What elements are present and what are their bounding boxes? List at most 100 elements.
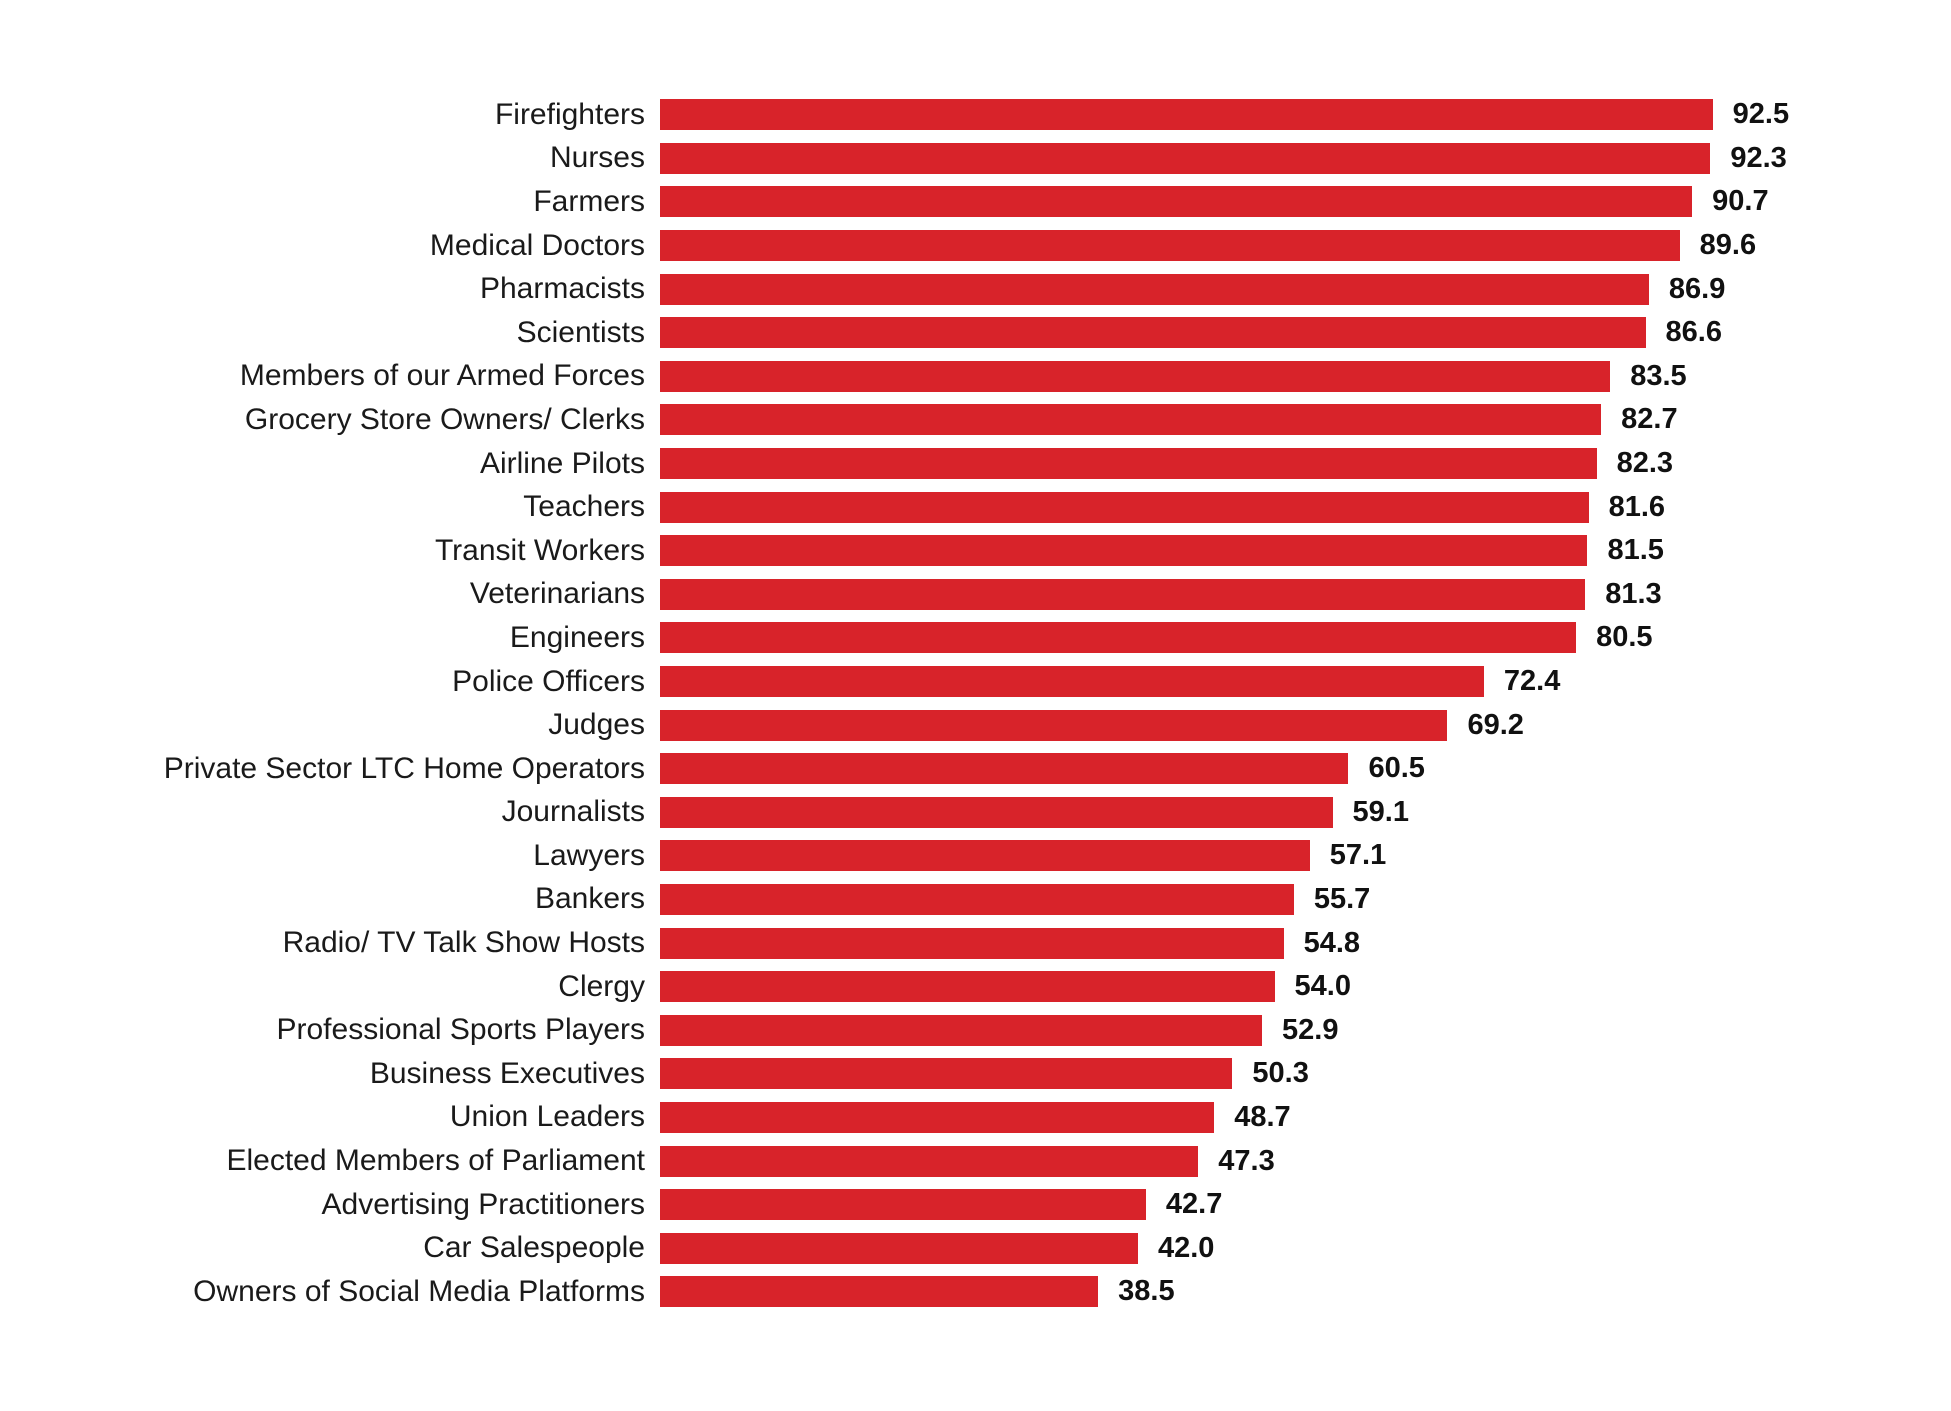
chart-row: Judges 69.2 xyxy=(0,703,1951,747)
value-label: 60.5 xyxy=(1368,752,1425,785)
chart-row: Farmers 90.7 xyxy=(0,180,1951,224)
value-label: 80.5 xyxy=(1596,621,1653,654)
value-label: 82.7 xyxy=(1621,403,1678,436)
bar xyxy=(660,753,1349,785)
bar xyxy=(660,404,1602,436)
category-label: Nurses xyxy=(549,141,645,175)
category-label: Bankers xyxy=(534,882,645,916)
category-label: Airline Pilots xyxy=(479,446,645,480)
chart-row: Medical Doctors 89.6 xyxy=(0,224,1951,268)
category-label: Union Leaders xyxy=(449,1100,645,1134)
bar xyxy=(660,883,1294,915)
category-label: Teachers xyxy=(523,490,645,524)
bar xyxy=(660,273,1649,305)
value-label: 47.3 xyxy=(1218,1144,1275,1177)
bar xyxy=(660,230,1680,262)
category-label: Scientists xyxy=(516,315,645,349)
chart-row: Transit Workers 81.5 xyxy=(0,529,1951,573)
category-label: Pharmacists xyxy=(479,272,645,306)
value-label: 69.2 xyxy=(1467,708,1524,741)
chart-row: Nurses 92.3 xyxy=(0,137,1951,181)
chart-row: Elected Members of Parliament 47.3 xyxy=(0,1139,1951,1183)
bar xyxy=(660,99,1713,131)
value-label: 86.9 xyxy=(1668,272,1726,305)
bar xyxy=(660,1145,1199,1177)
value-label: 92.3 xyxy=(1730,141,1787,174)
chart-row: Veterinarians 81.3 xyxy=(0,573,1951,617)
chart-row: Advertising Practitioners 42.7 xyxy=(0,1183,1951,1227)
bar xyxy=(660,1189,1146,1221)
category-label: Firefighters xyxy=(494,97,645,131)
bar xyxy=(660,491,1589,523)
value-label: 72.4 xyxy=(1503,665,1561,698)
value-label: 81.3 xyxy=(1605,577,1662,610)
category-label: Members of our Armed Forces xyxy=(239,359,645,393)
bar xyxy=(660,709,1448,741)
chart-row: Grocery Store Owners/ Clerks 82.7 xyxy=(0,398,1951,442)
chart-row: Lawyers 57.1 xyxy=(0,834,1951,878)
category-label: Professional Sports Players xyxy=(276,1013,646,1047)
chart-row: Police Officers 72.4 xyxy=(0,660,1951,704)
category-label: Judges xyxy=(548,708,645,742)
category-label: Farmers xyxy=(533,184,645,218)
category-label: Advertising Practitioners xyxy=(321,1187,645,1221)
bar xyxy=(660,1101,1215,1133)
chart-row: Engineers 80.5 xyxy=(0,616,1951,660)
chart-row: Teachers 81.6 xyxy=(0,485,1951,529)
value-label: 59.1 xyxy=(1352,795,1409,828)
chart-row: Bankers 55.7 xyxy=(0,878,1951,922)
chart-row: Clergy 54.0 xyxy=(0,965,1951,1009)
category-label: Police Officers xyxy=(452,664,645,698)
value-label: 81.6 xyxy=(1608,490,1666,523)
value-label: 50.3 xyxy=(1252,1057,1309,1090)
category-label: Medical Doctors xyxy=(429,228,645,262)
chart-row: Union Leaders 48.7 xyxy=(0,1096,1951,1140)
category-label: Veterinarians xyxy=(469,577,645,611)
chart-row: Private Sector LTC Home Operators 60.5 xyxy=(0,747,1951,791)
bar xyxy=(660,186,1693,218)
category-label: Business Executives xyxy=(369,1056,645,1090)
value-label: 54.0 xyxy=(1294,970,1351,1003)
chart-row: Members of our Armed Forces 83.5 xyxy=(0,355,1951,399)
chart-row: Radio/ TV Talk Show Hosts 54.8 xyxy=(0,921,1951,965)
value-label: 42.7 xyxy=(1165,1188,1223,1221)
value-label: 52.9 xyxy=(1282,1013,1339,1046)
bar xyxy=(660,971,1275,1003)
bar xyxy=(660,666,1484,698)
chart-row: Professional Sports Players 52.9 xyxy=(0,1008,1951,1052)
category-label: Elected Members of Parliament xyxy=(226,1144,645,1178)
bar xyxy=(660,1232,1138,1264)
category-label: Owners of Social Media Platforms xyxy=(193,1274,645,1308)
bar xyxy=(660,796,1333,828)
value-label: 86.6 xyxy=(1665,316,1722,349)
category-label: Radio/ TV Talk Show Hosts xyxy=(282,926,645,960)
bar xyxy=(660,1058,1233,1090)
category-label: Journalists xyxy=(501,795,645,829)
category-label: Grocery Store Owners/ Clerks xyxy=(244,402,645,436)
value-label: 57.1 xyxy=(1329,839,1387,872)
category-label: Car Salespeople xyxy=(423,1231,645,1265)
category-label: Engineers xyxy=(509,620,645,654)
bar-chart: Firefighters 92.5 Nurses 92.3 Farmers 90… xyxy=(0,93,1951,1314)
value-label: 48.7 xyxy=(1234,1100,1291,1133)
value-label: 38.5 xyxy=(1118,1275,1175,1308)
chart-row: Owners of Social Media Platforms 38.5 xyxy=(0,1270,1951,1314)
value-label: 89.6 xyxy=(1699,229,1757,262)
chart-row: Car Salespeople 42.0 xyxy=(0,1226,1951,1270)
value-label: 81.5 xyxy=(1607,534,1664,567)
category-label: Private Sector LTC Home Operators xyxy=(163,751,645,785)
bar xyxy=(660,927,1284,959)
category-label: Lawyers xyxy=(533,838,645,872)
chart-row: Airline Pilots 82.3 xyxy=(0,442,1951,486)
chart-row: Pharmacists 86.9 xyxy=(0,267,1951,311)
value-label: 83.5 xyxy=(1630,359,1687,392)
value-label: 54.8 xyxy=(1303,926,1361,959)
value-label: 82.3 xyxy=(1616,447,1674,480)
bar xyxy=(660,1276,1099,1308)
bar xyxy=(660,578,1586,610)
bar xyxy=(660,1014,1262,1046)
value-label: 42.0 xyxy=(1157,1231,1215,1264)
value-label: 90.7 xyxy=(1712,185,1769,218)
chart-row: Firefighters 92.5 xyxy=(0,93,1951,137)
chart-row: Journalists 59.1 xyxy=(0,791,1951,835)
